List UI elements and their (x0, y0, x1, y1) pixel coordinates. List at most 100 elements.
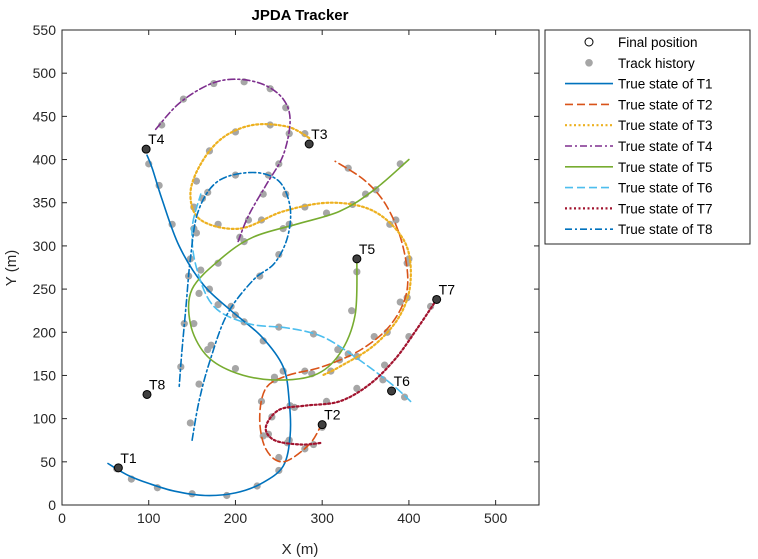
track-history-point (334, 345, 342, 354)
plot-content: T1 T2 T3 T4 T5 T6 T7 T8 (107, 78, 456, 500)
y-axis-label: Y (m) (3, 250, 20, 286)
legend-label: Final position (618, 35, 698, 50)
legend-label: True state of T2 (618, 97, 713, 112)
track-history-point (282, 104, 290, 112)
final-position-marker-t5 (352, 254, 362, 264)
track-history-point (197, 266, 205, 274)
track-history-point (195, 380, 203, 388)
track-history-point (190, 320, 198, 328)
legend-entry: True state of T4 (565, 139, 713, 154)
axes: 0 100 200 300 400 500 0 50 100 150 200 250 300 350 400… (33, 22, 539, 526)
final-position-marker-t8 (142, 389, 152, 399)
final-position-marker-t6 (387, 386, 397, 396)
legend-entry: True state of T8 (565, 222, 713, 237)
y-tick-label: 100 (33, 411, 57, 427)
y-tick-label: 200 (33, 324, 57, 340)
true-state-line-t4 (154, 78, 291, 243)
x-tick-label: 300 (311, 510, 335, 526)
track-history-point (192, 177, 201, 185)
legend-label: True state of T6 (618, 181, 713, 196)
true-state-line-t5 (187, 158, 410, 381)
track-history-point (158, 121, 166, 129)
y-tick-label: 500 (33, 65, 57, 81)
legend-label: True state of T1 (618, 77, 713, 92)
y-tick-label: 400 (33, 152, 57, 168)
true-state-line-t6 (191, 193, 412, 403)
track-label: T8 (149, 376, 166, 392)
track-history-point (214, 301, 222, 309)
chart-title: JPDA Tracker (251, 7, 348, 24)
track-history-point (186, 419, 194, 427)
legend-entry: True state of T2 (565, 97, 713, 112)
legend-entry: True state of T1 (565, 77, 713, 92)
track-label: T4 (148, 131, 165, 147)
legend-label: True state of T5 (618, 160, 713, 175)
legend-label: True state of T8 (618, 222, 713, 237)
track-history-point (392, 216, 400, 224)
legend: Final position Track history True state of… (544, 29, 751, 245)
track-label: T1 (120, 450, 137, 466)
legend-label: Track history (618, 56, 695, 71)
y-tick-label: 350 (33, 195, 57, 211)
track-history-point (379, 376, 387, 384)
final-position-marker-t7 (432, 294, 442, 304)
track-history-point (353, 384, 361, 393)
track-history-point (195, 289, 203, 298)
legend-entry: True state of T5 (565, 160, 713, 175)
track-label: T6 (394, 373, 411, 389)
plot-area (61, 29, 540, 506)
legend-label: True state of T3 (618, 118, 713, 133)
y-tick-label: 250 (33, 281, 57, 297)
legend-entry: Final position (584, 35, 698, 50)
track-history-point (256, 272, 264, 280)
x-tick-label: 500 (484, 510, 508, 526)
track-history-point (396, 298, 404, 306)
track-history-point (400, 393, 409, 401)
final-position-marker-t1 (113, 463, 123, 473)
track-history-point (275, 323, 283, 331)
y-tick-label: 550 (33, 22, 57, 38)
track-history-point (214, 259, 222, 267)
track-history-point (205, 285, 214, 293)
final-position-marker-t2 (317, 420, 327, 430)
legend-entry: True state of T3 (565, 118, 713, 133)
x-tick-label: 400 (397, 510, 421, 526)
final-position-marker-t4 (141, 144, 151, 154)
true-state-line-t1 (107, 154, 292, 497)
legend-entry: True state of T6 (565, 181, 713, 196)
x-tick-label: 200 (224, 510, 248, 526)
track-history-point (381, 361, 389, 369)
legend-entry: Track history (585, 56, 695, 71)
track-label: T7 (439, 281, 456, 297)
track-history-point (207, 341, 215, 349)
track-history-point (275, 453, 283, 462)
track-label: T5 (359, 241, 376, 257)
y-tick-label: 450 (33, 108, 57, 124)
x-tick-label: 0 (58, 510, 66, 526)
y-tick-label: 300 (33, 238, 57, 254)
track-history-point (361, 190, 370, 198)
legend-entry: True state of T7 (565, 201, 713, 216)
track-label: T2 (324, 407, 341, 423)
track-history-point (386, 220, 394, 228)
track-history-point (348, 307, 356, 315)
true-state-line-t2 (258, 160, 409, 463)
legend-swatch (585, 59, 593, 67)
final-position-marker-t3 (304, 139, 314, 149)
y-tick-label: 50 (40, 454, 56, 470)
x-tick-label: 100 (137, 510, 161, 526)
track-history-point (180, 320, 188, 328)
legend-swatch (584, 37, 594, 47)
legend-label: True state of T7 (618, 201, 713, 216)
track-history-point (259, 337, 267, 345)
y-tick-label: 150 (33, 367, 57, 383)
y-tick-label: 0 (48, 497, 56, 513)
track-history-point (301, 130, 309, 138)
track-history-point (270, 373, 279, 381)
true-state-line-t8 (178, 171, 292, 441)
track-history-point (231, 364, 240, 373)
track-label: T3 (311, 126, 328, 142)
x-axis-label: X (m) (282, 541, 319, 558)
true-state-line-t3 (189, 123, 412, 377)
